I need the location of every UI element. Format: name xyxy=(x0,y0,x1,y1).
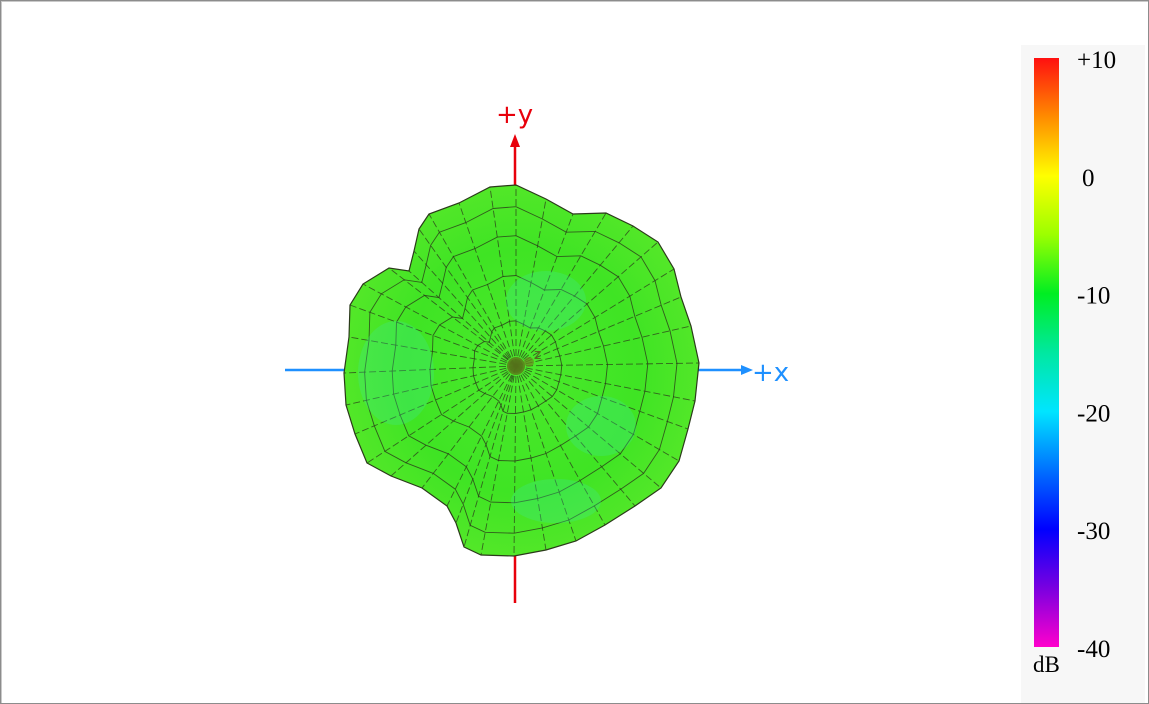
colorbar-tick-label: 0 xyxy=(1082,165,1095,192)
colorbar-tick-label: +10 xyxy=(1077,47,1116,74)
y-axis-label: +y xyxy=(496,100,533,130)
colorbar-tick-label: -20 xyxy=(1077,400,1110,427)
colorbar-gradient xyxy=(1034,58,1059,647)
pattern-surface[interactable]: z xyxy=(343,184,700,557)
z-axis-label: z xyxy=(534,347,541,363)
colorbar-legend: +10 0 -10 -20 -30 -40 dB xyxy=(1021,45,1145,703)
x-axis-label: +x xyxy=(752,358,789,388)
colorbar-tick-label: -10 xyxy=(1077,283,1110,310)
colorbar-tick-label: -40 xyxy=(1077,636,1110,663)
z-axis-marker xyxy=(507,357,534,375)
colorbar-unit-label: dB xyxy=(1033,652,1060,677)
pattern-mesh-rings xyxy=(364,206,678,534)
y-axis-arrowhead xyxy=(510,134,520,147)
pattern-shading xyxy=(358,271,636,523)
x-axis-arrowhead xyxy=(741,365,753,375)
colorbar-tick-label: -30 xyxy=(1077,518,1110,545)
